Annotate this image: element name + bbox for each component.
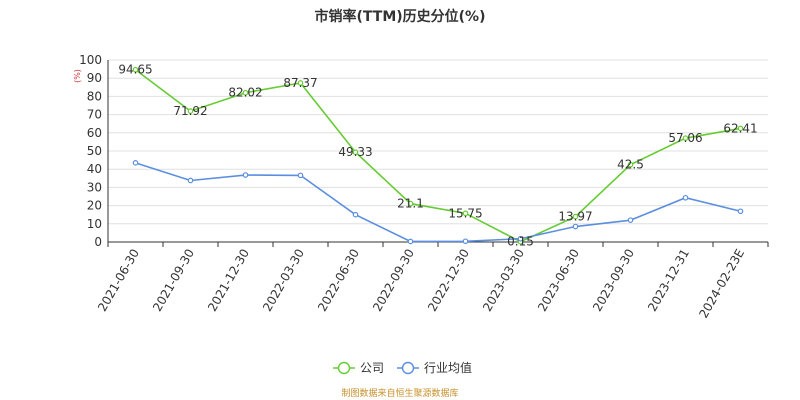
y-tick-label: 50 xyxy=(87,144,102,158)
data-point[interactable] xyxy=(297,80,304,86)
y-tick-label: 60 xyxy=(87,126,102,140)
data-point[interactable] xyxy=(407,200,414,207)
y-tick-label: 0 xyxy=(94,235,102,249)
data-point[interactable] xyxy=(242,89,249,96)
data-point[interactable] xyxy=(517,235,524,242)
y-tick-label: 80 xyxy=(87,89,102,103)
y-axis-unit: (%) xyxy=(73,69,82,83)
x-tick-label: 2022-06-30 xyxy=(315,247,362,314)
y-tick-label: 70 xyxy=(87,108,102,122)
data-point[interactable] xyxy=(407,238,414,245)
data-point[interactable] xyxy=(462,210,469,217)
legend-item[interactable]: 行业均值 xyxy=(397,360,472,375)
x-tick-label: 2023-12-31 xyxy=(645,247,692,314)
x-tick-label: 2023-03-30 xyxy=(480,247,527,314)
data-labels: 94.65 71.92 82.02 87.37 49.33 21.1 15.75 0.15 13… xyxy=(118,63,757,249)
data-label: 15.75 xyxy=(448,206,482,220)
data-point[interactable] xyxy=(132,66,139,73)
data-point[interactable] xyxy=(572,223,579,230)
data-point[interactable] xyxy=(297,172,304,179)
grid-lines xyxy=(108,59,768,225)
data-point[interactable] xyxy=(737,208,744,215)
y-tick-label: 10 xyxy=(87,217,102,231)
data-label: 49.33 xyxy=(338,145,372,159)
data-source-note: 制图数据来自恒生聚源数据库 xyxy=(341,389,459,399)
series-line xyxy=(135,69,741,243)
data-point[interactable] xyxy=(352,149,359,156)
data-label: 42.5 xyxy=(617,158,644,172)
series-lines xyxy=(132,66,744,245)
data-label: 87.37 xyxy=(283,76,317,90)
data-label: 0.15 xyxy=(507,235,534,249)
data-point[interactable] xyxy=(187,177,194,184)
series-line xyxy=(135,162,741,243)
data-label: 57.06 xyxy=(668,131,702,145)
x-tick-label: 2021-09-30 xyxy=(150,247,197,314)
data-point[interactable] xyxy=(627,217,634,223)
legend-label: 行业均值 xyxy=(424,360,472,375)
data-point[interactable] xyxy=(352,211,359,218)
x-tick-label: 2023-09-30 xyxy=(590,247,637,314)
legend-label: 公司 xyxy=(360,361,384,375)
data-point[interactable] xyxy=(132,160,139,166)
x-tick-label: 2021-06-30 xyxy=(95,247,142,314)
legend-item[interactable]: 公司 xyxy=(333,361,384,375)
data-label: 94.65 xyxy=(118,63,152,77)
x-tick-label: 2023-06-30 xyxy=(535,247,582,314)
data-label: 82.02 xyxy=(228,86,262,100)
y-tick-label: 30 xyxy=(87,180,102,194)
data-label: 71.92 xyxy=(173,104,207,118)
legend-swatch-marker xyxy=(401,361,415,375)
data-point[interactable] xyxy=(462,238,469,245)
data-label: 62.41 xyxy=(723,121,757,135)
data-label: 21.1 xyxy=(397,197,424,211)
data-point[interactable] xyxy=(682,194,689,201)
data-label: 13.97 xyxy=(558,210,592,224)
x-tick-label: 2022-03-30 xyxy=(260,247,307,314)
x-tick-label: 2022-12-30 xyxy=(425,247,472,314)
x-tick-label: 2021-12-30 xyxy=(205,247,252,314)
x-tick-label: 2024-02-23E xyxy=(696,247,747,321)
y-tick-label: 20 xyxy=(87,199,102,213)
legend-swatch-marker xyxy=(337,361,351,375)
y-tick-label: 40 xyxy=(87,162,102,176)
data-point[interactable] xyxy=(627,161,634,168)
data-point[interactable] xyxy=(242,172,249,178)
data-point[interactable] xyxy=(187,108,194,114)
legend[interactable]: 公司 行业均值 xyxy=(333,360,472,375)
data-point[interactable] xyxy=(572,213,579,220)
y-tick-label: 100 xyxy=(79,53,102,67)
data-point[interactable] xyxy=(737,125,744,132)
chart-title: 市销率(TTM)历史分位(%) xyxy=(314,9,486,25)
data-point[interactable] xyxy=(682,135,689,141)
x-tick-label: 2022-09-30 xyxy=(370,247,417,314)
y-tick-label: 90 xyxy=(87,71,102,85)
